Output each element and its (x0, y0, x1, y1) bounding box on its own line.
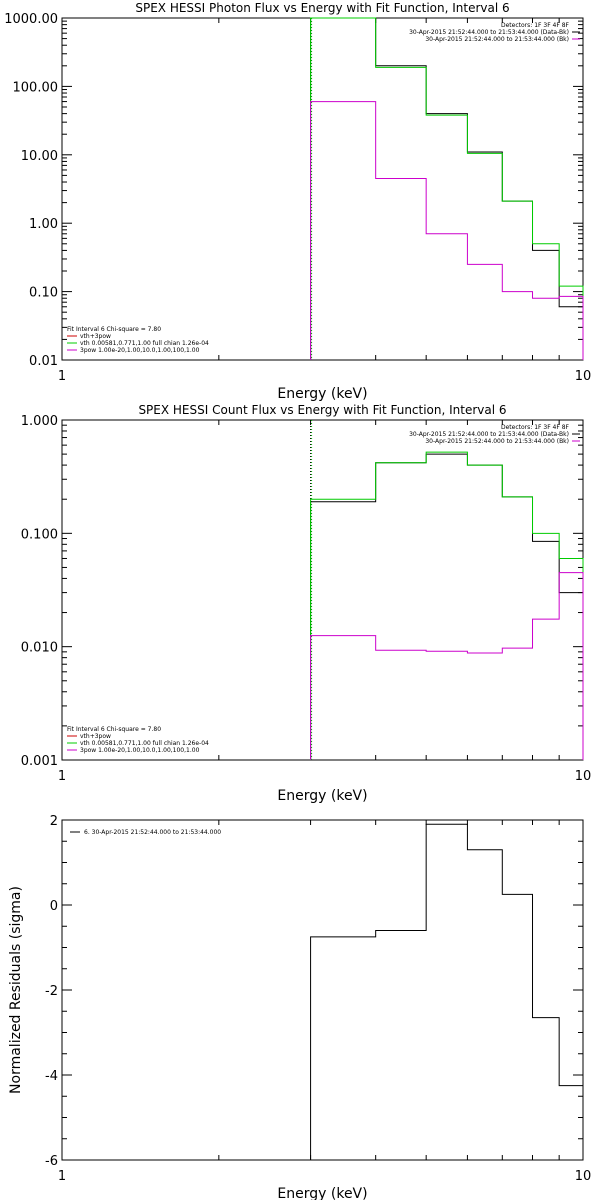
legend-bottom-entry: vth 0.00581,0.771,1.00 full chian 1.26e-… (80, 740, 209, 747)
legend-top-entry: 30-Apr-2015 21:52:44.000 to 21:53:44.000… (409, 431, 569, 438)
y-tick-label: 2 (50, 814, 58, 829)
panel-1: SPEX HESSI Photon Flux vs Energy with Fi… (4, 1, 591, 402)
x-tick-label: 10 (575, 1169, 592, 1184)
series-2-line (310, 17, 584, 360)
series-1-line (310, 823, 584, 1160)
legend-top-entry: 6. 30-Apr-2015 21:52:44.000 to 21:53:44.… (84, 829, 221, 836)
y-tick-label: -6 (45, 1154, 58, 1169)
legend-top-entry: 30-Apr-2015 21:52:44.000 to 21:53:44.000… (425, 438, 569, 445)
x-tick-label: 1 (58, 369, 66, 384)
legend-bottom-entry: Fit Interval 6 Chi-square = 7.80 (67, 726, 161, 733)
x-axis-label: Energy (keV) (277, 1186, 367, 1200)
x-tick-label: 1 (58, 769, 66, 784)
y-tick-label: 0.001 (21, 754, 58, 769)
y-tick-label: -4 (45, 1069, 58, 1084)
y-tick-label: 1.00 (29, 217, 58, 232)
y-tick-label: 0.100 (21, 527, 58, 542)
plot-frame (61, 419, 584, 761)
series-3-line (310, 572, 584, 760)
y-tick-label: 1.000 (21, 414, 58, 429)
series-1-line (310, 453, 584, 760)
legend-top-entry: 30-Apr-2015 21:52:44.000 to 21:53:44.000… (425, 36, 569, 43)
legend-bottom-entry: vth 0.00581,0.771,1.00 full chian 1.26e-… (80, 340, 209, 347)
x-tick-label: 1 (58, 1169, 66, 1184)
x-tick-label: 10 (575, 769, 592, 784)
y-tick-label: 0.010 (21, 641, 58, 656)
y-tick-label: 0 (50, 899, 58, 914)
chart-title: SPEX HESSI Count Flux vs Energy with Fit… (138, 403, 506, 417)
legend-bottom-entry: 3pow 1.00e-20,1.00,10.0,1.00,100,1.00 (80, 347, 200, 354)
y-tick-label: -2 (45, 984, 58, 999)
legend-top-entry: Detectors: 1F 3F 4F 8F (501, 424, 570, 431)
legend-top-entry: Detectors: 1F 3F 4F 8F (501, 22, 570, 29)
y-tick-label: 0.10 (29, 286, 58, 301)
legend-bottom-entry: vth+3pow (80, 333, 111, 340)
panel-3: Energy (keV) Normalized Residuals (sigma)… (8, 814, 591, 1200)
x-axis-label: Energy (keV) (277, 788, 367, 804)
plot-frame (61, 819, 584, 1161)
legend-top-entry: 30-Apr-2015 21:52:44.000 to 21:53:44.000… (409, 29, 569, 36)
legend-bottom-entry: vth+3pow (80, 733, 111, 740)
series-1-line (310, 17, 584, 360)
series-2-line (310, 451, 584, 760)
legend-bottom-entry: 3pow 1.00e-20,1.00,10.0,1.00,100,1.00 (80, 747, 200, 754)
series-3-line (310, 101, 584, 360)
y-tick-label: 0.01 (29, 354, 58, 369)
panel-2: SPEX HESSI Count Flux vs Energy with Fit… (21, 403, 591, 804)
plot-frame (61, 17, 584, 361)
chart-title: SPEX HESSI Photon Flux vs Energy with Fi… (135, 1, 509, 15)
y-tick-label: 100.00 (13, 80, 59, 95)
y-axis-label: Normalized Residuals (sigma) (8, 886, 24, 1094)
y-tick-label: 1000.00 (4, 12, 58, 27)
x-tick-label: 10 (575, 369, 592, 384)
y-tick-label: 10.00 (21, 149, 58, 164)
x-axis-label: Energy (keV) (277, 386, 367, 402)
legend-bottom-entry: Fit Interval 6 Chi-square = 7.80 (67, 326, 161, 333)
